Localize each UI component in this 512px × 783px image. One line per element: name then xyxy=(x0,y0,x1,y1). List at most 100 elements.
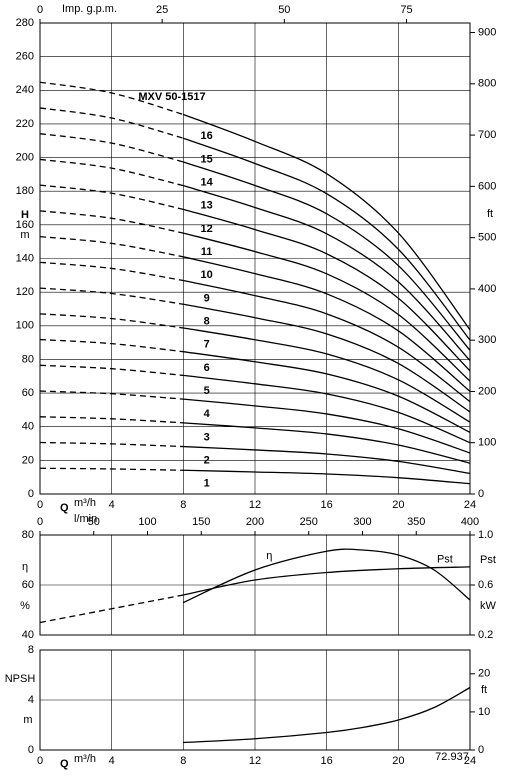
y2-label: Pst xyxy=(480,554,496,566)
x-tick-label: 8 xyxy=(180,755,186,767)
curve-label: 15 xyxy=(201,153,213,165)
curve xyxy=(183,279,471,403)
curve xyxy=(183,113,471,331)
curve-label: 7 xyxy=(204,339,210,351)
y2-label: ft xyxy=(481,684,487,696)
x-unit: m³/h xyxy=(74,497,96,509)
curve-dashed xyxy=(39,210,184,234)
x2-tick-label: 150 xyxy=(192,516,210,528)
curve-dashed xyxy=(39,81,184,116)
curve xyxy=(183,548,471,604)
curve-label: 8 xyxy=(204,316,210,328)
curve-dashed xyxy=(39,107,184,139)
x-label: Q xyxy=(60,502,69,514)
y-tick-label: 80 xyxy=(22,353,34,365)
curve-dashed xyxy=(39,184,184,211)
y-tick-label: 40 xyxy=(22,421,34,433)
y-tick-label: 100 xyxy=(16,320,34,332)
y-tick-label: 80 xyxy=(22,529,34,541)
x-tick-label: 16 xyxy=(321,755,333,767)
x-tick-label: 4 xyxy=(109,755,115,767)
curve xyxy=(183,351,471,434)
curve-label: Pst xyxy=(437,553,453,565)
x-label: Q xyxy=(60,758,69,770)
y2-tick-label: 900 xyxy=(478,26,496,38)
x-unit: m³/h xyxy=(74,753,96,765)
x2-tick-label: 400 xyxy=(461,516,479,528)
x2-tick-label: 300 xyxy=(353,516,371,528)
curve-label: 6 xyxy=(204,362,210,374)
curve-label: 10 xyxy=(201,269,213,281)
x-tick-label: 0 xyxy=(37,755,43,767)
x2-tick-label: 200 xyxy=(246,516,264,528)
x-tick-label: 24 xyxy=(464,499,476,511)
curve xyxy=(183,137,471,341)
curve-label: 5 xyxy=(204,385,210,397)
y2-tick-label: 0.2 xyxy=(478,629,493,641)
curve xyxy=(183,686,471,744)
y2-tick-label: 0 xyxy=(478,488,484,500)
curve xyxy=(183,161,471,351)
curve-label: 16 xyxy=(201,130,213,142)
y2-tick-label: 10 xyxy=(478,706,490,718)
x-tick-label: 12 xyxy=(249,755,261,767)
curve-label: 4 xyxy=(204,408,211,420)
curve-label: 12 xyxy=(201,223,213,235)
y2-tick-label: 400 xyxy=(478,283,496,295)
curve xyxy=(183,232,471,382)
curve-label: 1 xyxy=(204,478,210,490)
curve-dashed xyxy=(39,158,184,187)
x-tick-label: 20 xyxy=(392,755,404,767)
y2-tick-label: 200 xyxy=(478,385,496,397)
curve-dashed xyxy=(39,390,184,400)
y-tick-label: 160 xyxy=(16,219,34,231)
curve xyxy=(183,398,471,454)
y-tick-label: 240 xyxy=(16,84,34,96)
y-label: NPSH xyxy=(5,673,36,685)
y2-unit: kW xyxy=(480,600,497,612)
x-tick-label: 16 xyxy=(321,499,333,511)
curve xyxy=(183,374,471,444)
curve xyxy=(183,445,471,475)
curve-label: 2 xyxy=(204,455,210,467)
y2-label: ft xyxy=(487,208,493,220)
y-tick-label: 4 xyxy=(28,694,34,706)
curve-dashed xyxy=(39,313,184,329)
y-tick-label: 60 xyxy=(22,579,34,591)
x2-label: l/min xyxy=(74,513,97,525)
y-tick-label: 140 xyxy=(16,252,34,264)
curve-label: 14 xyxy=(201,177,214,189)
y-tick-label: 0 xyxy=(28,744,34,756)
x2-tick-label: 50 xyxy=(278,4,290,16)
y-tick-label: 260 xyxy=(16,51,34,63)
y2-tick-label: 300 xyxy=(478,334,496,346)
x2-tick-label: 250 xyxy=(300,516,318,528)
y-tick-label: 40 xyxy=(22,629,34,641)
x2-label: Imp. g.p.m. xyxy=(62,3,117,15)
curve xyxy=(183,208,471,372)
y-tick-label: 60 xyxy=(22,387,34,399)
curve-dashed xyxy=(39,416,184,424)
curve xyxy=(183,327,471,423)
curve xyxy=(183,256,471,392)
curve-dashed xyxy=(39,594,184,624)
y-tick-label: 120 xyxy=(16,286,34,298)
y2-tick-label: 700 xyxy=(478,129,496,141)
x-tick-label: 24 xyxy=(464,755,476,767)
curve xyxy=(183,185,471,362)
y-tick-label: 8 xyxy=(28,644,34,656)
y2-tick-label: 0 xyxy=(478,744,484,756)
curve-dashed xyxy=(39,338,184,353)
curve xyxy=(183,469,471,485)
y2-tick-label: 800 xyxy=(478,78,496,90)
y2-tick-label: 600 xyxy=(478,180,496,192)
y-tick-label: 180 xyxy=(16,185,34,197)
curve-dashed xyxy=(39,133,184,163)
curve-dashed xyxy=(39,235,184,258)
annotation: 72.937 xyxy=(435,751,469,763)
curve-label: 11 xyxy=(201,246,213,258)
curve xyxy=(183,422,471,464)
y-tick-label: 220 xyxy=(16,118,34,130)
curve-label: 9 xyxy=(204,292,210,304)
